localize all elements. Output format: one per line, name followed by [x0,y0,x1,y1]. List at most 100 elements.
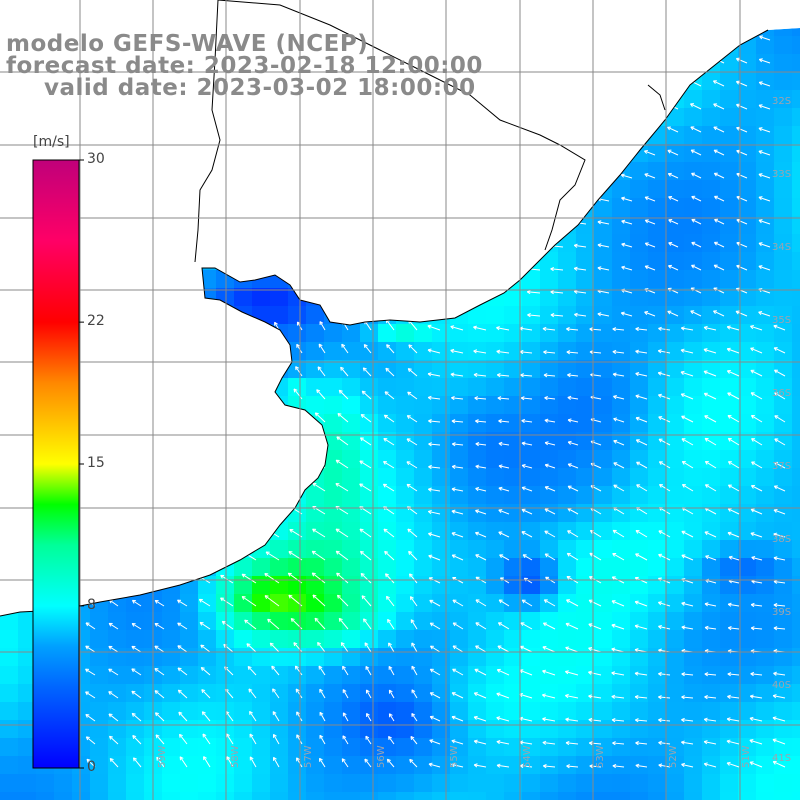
field-cell [342,612,361,631]
field-cell [630,162,649,181]
field-cell [630,342,649,361]
field-cell [90,702,109,721]
wind-arrow [342,689,349,699]
field-cell [432,450,451,469]
field-cell [90,720,109,739]
wind-arrow [749,694,763,699]
field-cell [90,756,109,775]
field-cell [270,774,289,793]
wind-arrow [634,694,648,700]
field-cell [234,558,253,577]
field-cell [594,378,613,397]
field-cell [756,522,775,541]
wind-arrow [566,327,579,332]
field-cell [486,486,505,505]
border-line [194,0,221,263]
wind-arrow [704,672,717,677]
field-cell [648,288,667,307]
field-cell [450,684,469,703]
wind-arrow [410,735,418,745]
field-cell [216,666,235,685]
wind-arrow [132,757,142,768]
wind-arrow [667,172,679,179]
field-cell [324,612,343,631]
field-cell [540,540,559,559]
wind-arrow [475,622,487,630]
field-cell [450,630,469,649]
field-cell [558,576,577,595]
field-cell [396,612,415,631]
wind-arrow [544,441,556,446]
field-cell [486,648,505,667]
field-cell [684,144,703,163]
field-cell [396,756,415,775]
field-cell [108,648,127,667]
wind-arrow [658,438,671,446]
field-cell [252,738,271,757]
field-cell [108,684,127,703]
field-cell [252,630,271,649]
field-cell [558,612,577,631]
wind-arrow [612,552,625,561]
field-cell [666,594,685,613]
field-cell [738,270,757,289]
field-cell [162,774,181,793]
field-cell [774,108,793,127]
field-cell [612,270,631,289]
field-cell [630,396,649,415]
wind-arrow [704,602,717,607]
field-cell [612,468,631,487]
wind-arrow [131,668,142,676]
field-cell [648,576,667,595]
field-cell [630,450,649,469]
field-cell [738,684,757,703]
field-cell [414,558,433,577]
field-cell [558,792,577,800]
field-cell [648,450,667,469]
field-cell [468,612,487,631]
wind-arrow [620,311,633,317]
field-cell [594,342,613,361]
wind-arrow [613,417,625,423]
wind-arrow [703,717,717,722]
wind-arrow [154,645,165,653]
wind-arrow [407,368,418,377]
wind-arrow [759,35,771,41]
field-cell [702,738,721,757]
field-cell [648,234,667,253]
wind-arrow [312,594,326,607]
wind-arrow [658,601,671,607]
field-cell [648,180,667,199]
wind-arrow [202,733,211,745]
wind-arrow [589,764,602,769]
wind-arrow [681,438,694,446]
field-cell [630,468,649,487]
wind-arrow [667,149,679,156]
field-cell [396,666,415,685]
field-cell [630,738,649,757]
field-cell [468,630,487,649]
field-cell [702,396,721,415]
wind-arrow [635,529,648,538]
longitude-label: 52W [668,745,679,768]
field-cell [180,720,199,739]
field-cell [558,306,577,325]
field-cell [792,360,800,379]
wind-arrow [407,391,418,400]
field-cell [666,756,685,775]
field-cell [576,360,595,379]
field-cell [360,414,379,433]
field-cell [666,774,685,793]
wind-arrow [338,617,349,630]
field-cell [756,630,775,649]
wind-arrow [200,666,211,676]
wind-arrow [774,461,786,469]
wind-arrow [567,395,579,400]
wind-arrow [714,195,725,202]
field-cell [684,486,703,505]
field-cell [0,666,19,685]
field-cell [378,342,397,361]
field-cell [252,684,271,703]
field-cell [288,756,307,775]
wind-arrow [774,438,786,446]
